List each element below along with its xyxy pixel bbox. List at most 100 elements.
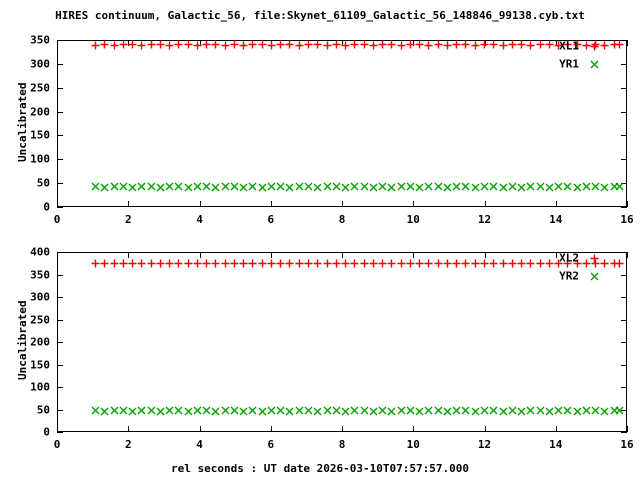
x-tick-mark	[556, 201, 557, 207]
y-axis-label: Uncalibrated	[16, 82, 29, 162]
x-tick-mark-top	[413, 40, 414, 46]
x-tick-label: 2	[124, 438, 132, 451]
x-tick-label: 6	[267, 438, 275, 451]
y-tick-mark	[57, 159, 63, 160]
x-tick-mark-top	[413, 252, 414, 258]
y-tick-label: 350	[30, 33, 50, 47]
y-tick-label: 300	[30, 57, 50, 71]
x-tick-mark-top	[200, 252, 201, 258]
x-tick-label: 10	[406, 213, 420, 226]
y-tick-mark-right	[621, 252, 627, 253]
y-tick-mark-right	[621, 183, 627, 184]
x-tick-label: 12	[477, 213, 492, 226]
x-tick-mark-top	[200, 40, 201, 46]
x-tick-label: 8	[338, 438, 346, 451]
x-tick-mark	[342, 426, 343, 432]
x-tick-mark-top	[57, 40, 58, 46]
x-tick-mark	[413, 201, 414, 207]
y-tick-label: 350	[30, 268, 50, 281]
x-tick-mark	[200, 426, 201, 432]
y-tick-mark	[57, 252, 63, 253]
x-tick-mark	[128, 426, 129, 432]
y-tick-label: 200	[30, 105, 50, 119]
x-tick-mark	[485, 426, 486, 432]
y-tick-label: 100	[30, 152, 50, 166]
x-tick-mark	[128, 201, 129, 207]
y-tick-mark-right	[621, 410, 627, 411]
y-tick-mark-right	[621, 275, 627, 276]
y-tick-mark-right	[621, 342, 627, 343]
x-axis-label: rel seconds : UT date 2026-03-10T07:57:5…	[170, 462, 469, 475]
legend-label-xl1[interactable]: XL1	[559, 39, 579, 53]
y-tick-label: 200	[30, 335, 50, 349]
y-tick-mark-right	[621, 64, 627, 65]
x-tick-label: 10	[406, 438, 420, 451]
y-tick-label: 0	[43, 425, 50, 439]
y-tick-mark	[57, 135, 63, 136]
x-tick-label: 12	[477, 438, 492, 451]
x-tick-mark	[57, 426, 58, 432]
y-tick-label: 250	[30, 313, 50, 326]
y-tick-label: 300	[30, 290, 50, 304]
x-tick-mark-top	[57, 252, 58, 258]
y-tick-mark	[57, 297, 63, 298]
plot-frame	[57, 40, 627, 207]
legend-label-xl2[interactable]: XL2	[559, 251, 579, 265]
x-tick-label: 2	[124, 213, 132, 226]
x-tick-mark-top	[342, 252, 343, 258]
y-tick-label: 150	[30, 128, 50, 142]
x-tick-mark-top	[627, 40, 628, 46]
x-tick-mark-top	[342, 40, 343, 46]
y-tick-label: 50	[36, 176, 50, 190]
x-tick-label: 8	[338, 213, 346, 226]
y-tick-mark-right	[621, 112, 627, 113]
x-tick-label: 4	[196, 438, 203, 451]
y-tick-mark-right	[621, 387, 627, 388]
y-tick-mark	[57, 207, 63, 208]
y-tick-mark	[57, 410, 63, 411]
x-tick-mark	[271, 201, 272, 207]
y-tick-mark-right	[621, 88, 627, 89]
x-tick-label: 16	[620, 438, 634, 451]
x-tick-label: 14	[549, 438, 563, 451]
x-tick-mark-top	[627, 252, 628, 258]
y-tick-label: 150	[30, 358, 50, 371]
x-tick-label: 0	[53, 213, 61, 226]
y-tick-mark	[57, 342, 63, 343]
y-tick-mark	[57, 365, 63, 366]
x-tick-label: 4	[196, 213, 203, 226]
y-tick-mark-right	[621, 297, 627, 298]
x-tick-mark	[627, 201, 628, 207]
y-tick-label: 100	[30, 380, 50, 394]
y-tick-mark	[57, 432, 63, 433]
y-tick-mark-right	[621, 135, 627, 136]
y-tick-mark-right	[621, 432, 627, 433]
y-tick-mark	[57, 112, 63, 113]
x-tick-mark	[413, 426, 414, 432]
legend-label-yr1[interactable]: YR1	[559, 57, 579, 71]
x-tick-label: 14	[549, 213, 563, 226]
x-tick-mark	[271, 426, 272, 432]
x-tick-mark	[556, 426, 557, 432]
y-tick-label: 50	[36, 403, 50, 416]
x-tick-label: 6	[267, 213, 275, 226]
x-tick-mark-top	[485, 40, 486, 46]
x-tick-mark	[627, 426, 628, 432]
y-tick-mark-right	[621, 320, 627, 321]
x-tick-mark-top	[271, 252, 272, 258]
x-tick-label: 16	[620, 213, 634, 226]
y-tick-mark-right	[621, 207, 627, 208]
y-tick-mark	[57, 275, 63, 276]
y-tick-mark-right	[621, 365, 627, 366]
y-tick-mark	[57, 387, 63, 388]
y-tick-label: 0	[43, 200, 50, 214]
legend-label-yr2[interactable]: YR2	[559, 269, 579, 283]
y-tick-mark	[57, 183, 63, 184]
y-tick-mark	[57, 88, 63, 89]
x-tick-mark	[342, 201, 343, 207]
y-tick-label: 250	[30, 81, 50, 95]
x-tick-mark-top	[128, 252, 129, 258]
y-axis-label: Uncalibrated	[16, 300, 29, 380]
x-tick-mark-top	[556, 252, 557, 258]
